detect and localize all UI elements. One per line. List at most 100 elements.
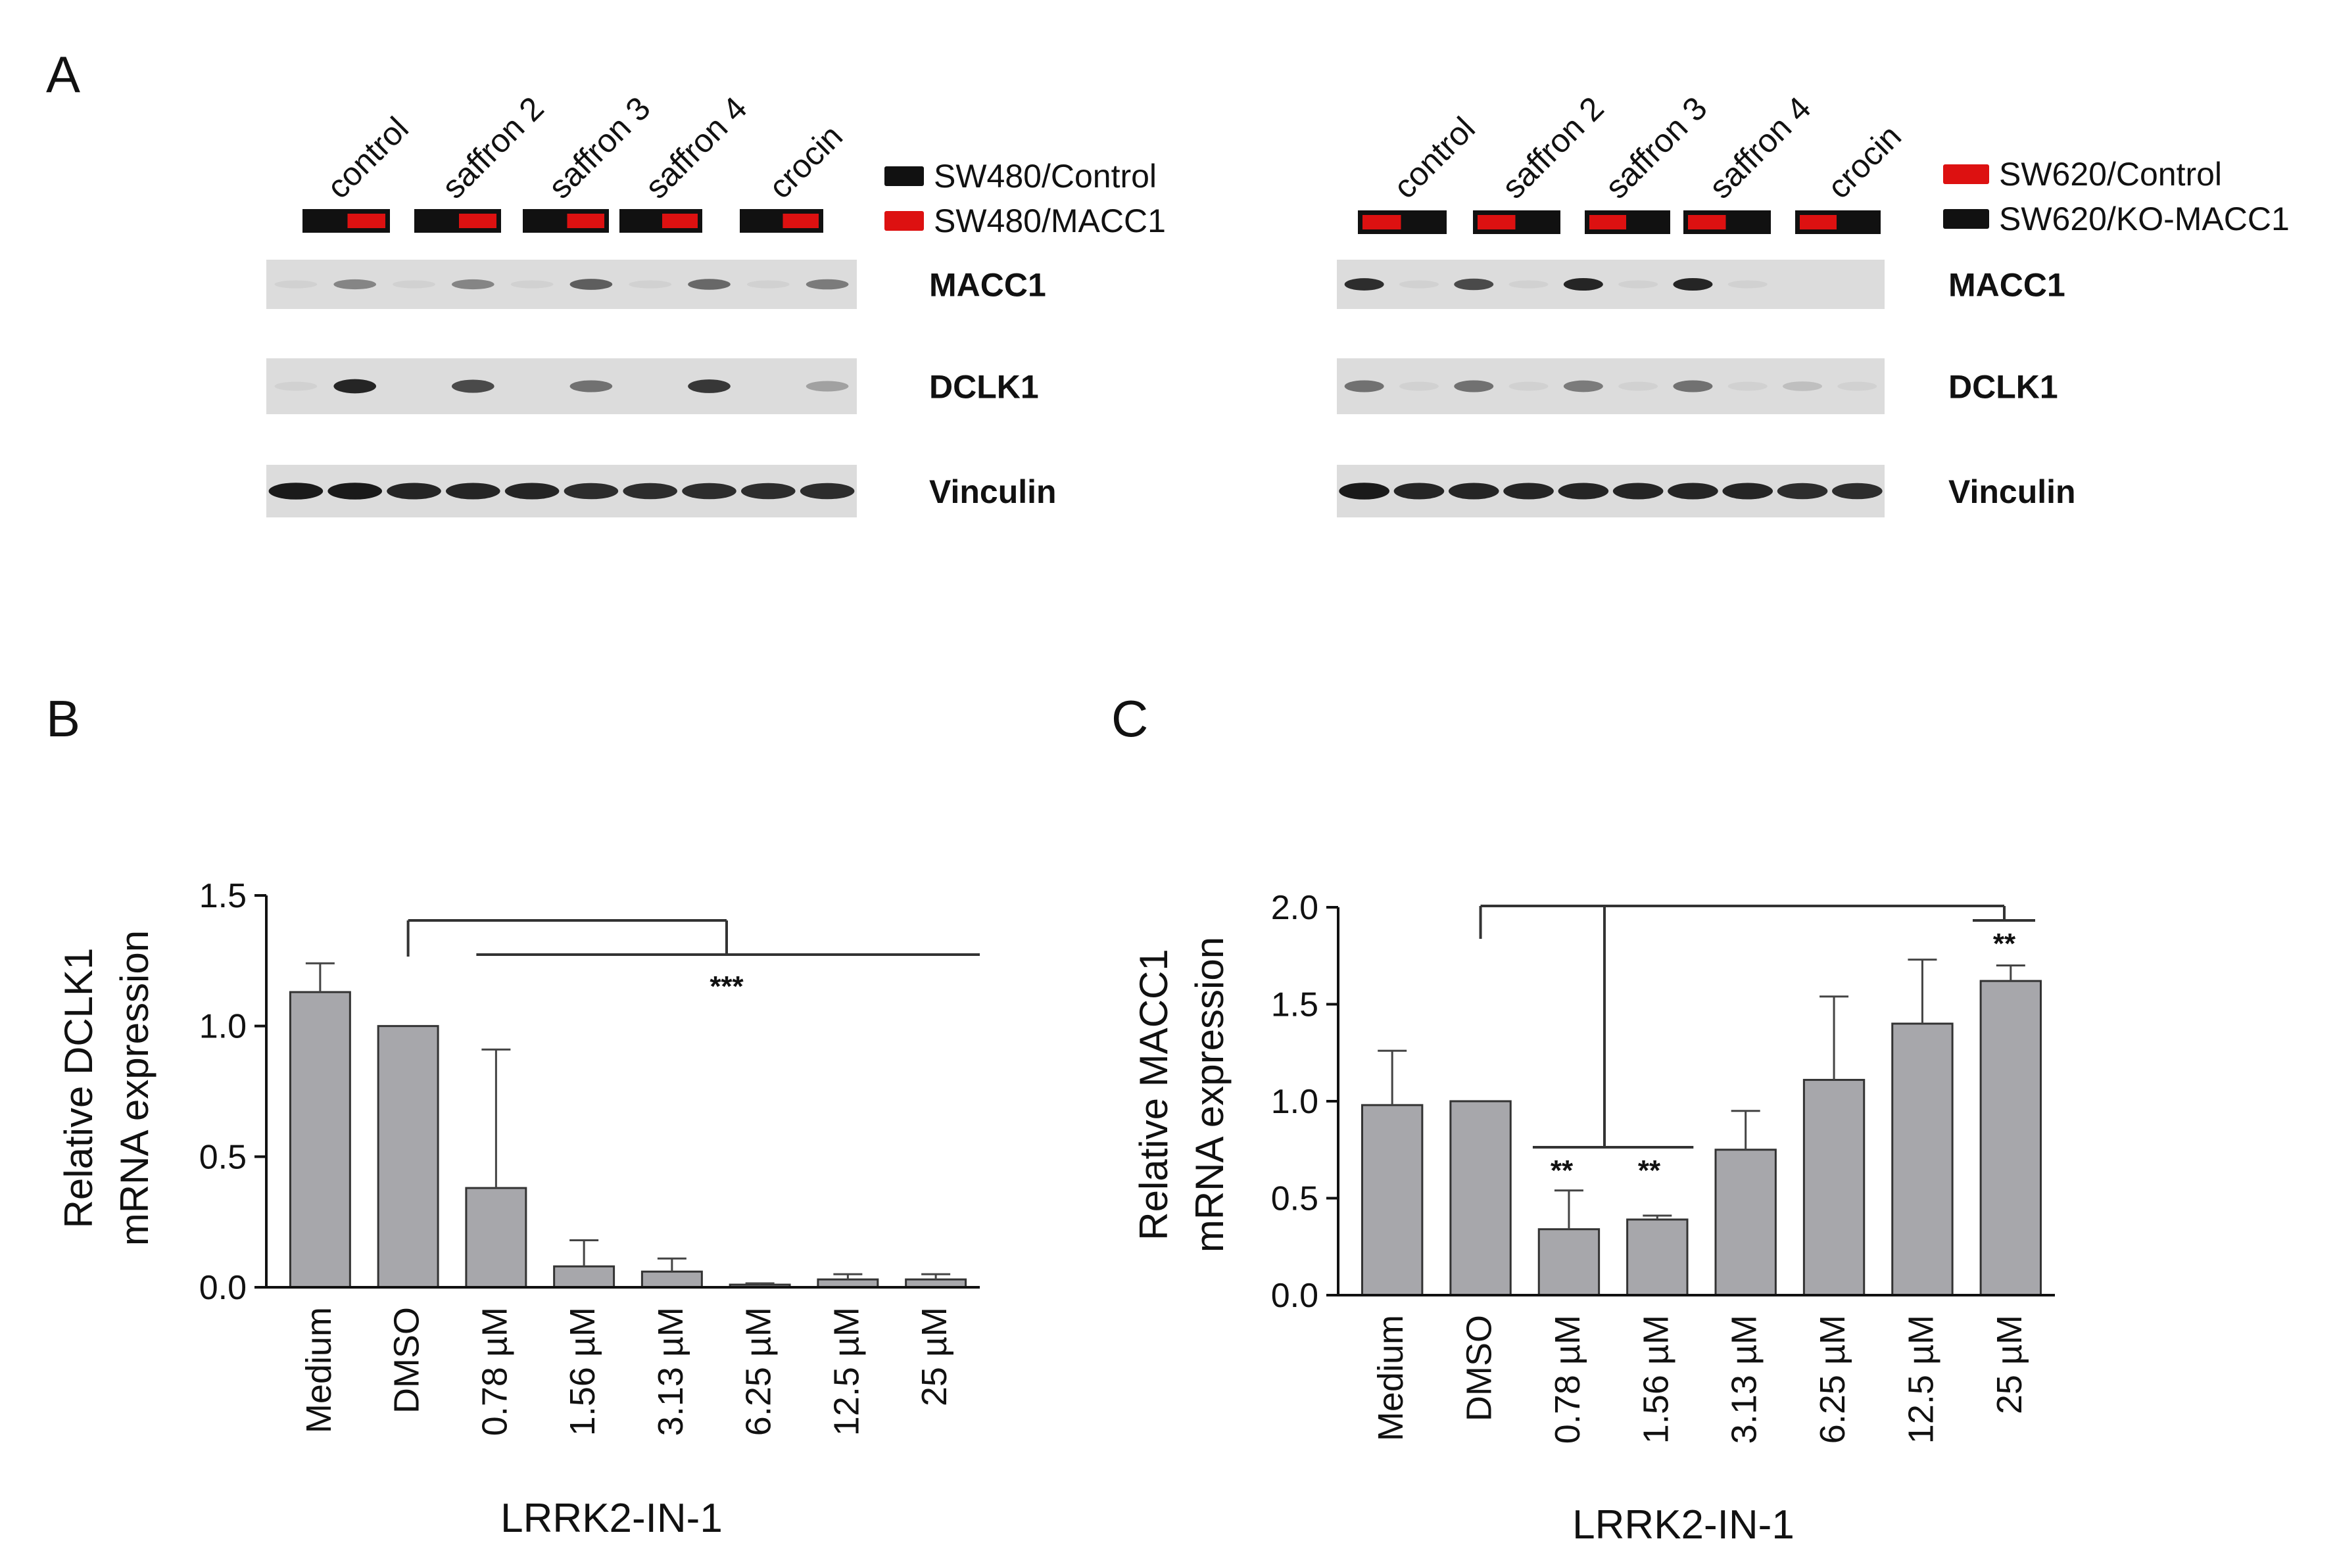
band — [1668, 483, 1718, 500]
legend-swatch-sw620-control — [1943, 164, 1989, 184]
x-category-label: DMSO — [1460, 1315, 1499, 1421]
bar — [553, 1265, 615, 1289]
band — [623, 483, 678, 500]
band — [333, 279, 377, 290]
axes — [265, 895, 980, 1289]
y-tick-label: 1.5 — [1271, 986, 1318, 1024]
band — [1837, 381, 1877, 391]
lane-label: control — [320, 110, 416, 206]
significance-label: *** — [710, 970, 744, 1003]
bar — [1537, 1228, 1601, 1296]
lane-markers — [1358, 210, 1881, 234]
legend-label-sw480-macc1: SW480/MACC1 — [934, 202, 1166, 239]
band — [451, 279, 494, 290]
legend: SW620/Control SW620/KO-MACC1 — [1943, 156, 2290, 237]
x-category-label: 3.13 µM — [651, 1307, 690, 1436]
blot-strip-dclk1 — [1337, 358, 1885, 414]
band — [451, 379, 494, 393]
y-axis-ticks: 0.0 0.5 1.0 1.5 — [199, 877, 266, 1307]
band — [1673, 277, 1713, 291]
significance-label: ** — [1638, 1154, 1661, 1187]
band — [1508, 280, 1549, 289]
y-tick-label: 1.0 — [199, 1008, 247, 1046]
blot-strip-vinculin — [266, 465, 857, 517]
band — [1558, 483, 1609, 500]
lane-marker-red — [1589, 215, 1626, 229]
lane-marker — [302, 209, 390, 233]
lane-label: saffron 2 — [435, 89, 551, 206]
x-category-label: 1.56 µM — [563, 1307, 602, 1436]
band — [1727, 280, 1768, 289]
x-category-label: 3.13 µM — [1725, 1315, 1764, 1444]
bar-chart-macc1: 0.0 0.5 1.0 1.5 2.0 Medium DMSO 0.78 µM 1.56 µM… — [1132, 889, 2055, 1548]
blot-strip-macc1 — [266, 260, 857, 309]
bar — [1802, 1079, 1866, 1296]
band — [564, 483, 619, 500]
x-axis-categories: Medium DMSO 0.78 µM 1.56 µM 3.13 µM 6.25 µM 12… — [1371, 1315, 2029, 1444]
lane-marker — [414, 209, 501, 233]
significance-label: ** — [1993, 928, 2016, 960]
legend-label-sw620-ko: SW620/KO-MACC1 — [1999, 201, 2290, 237]
lane-label: crocin — [1820, 118, 1908, 206]
significance-brackets — [1479, 905, 2035, 1149]
band — [274, 381, 318, 391]
protein-label: Vinculin — [929, 473, 1057, 510]
protein-labels: MACC1 DCLK1 Vinculin — [929, 267, 1057, 511]
y-tick-label: 0.0 — [199, 1269, 247, 1307]
x-category-label: 1.56 µM — [1636, 1315, 1675, 1444]
bar — [1361, 1104, 1424, 1296]
band — [1344, 380, 1384, 392]
x-axis-title: LRRK2-IN-1 — [500, 1496, 723, 1541]
blot-strips — [1337, 260, 1885, 517]
y-axis-ticks: 0.0 0.5 1.0 1.5 2.0 — [1271, 889, 1338, 1315]
blot-strip-vinculin — [1337, 465, 1885, 517]
lane-label: saffron 3 — [541, 89, 658, 206]
band — [1399, 381, 1439, 391]
bar — [465, 1187, 527, 1289]
protein-label: DCLK1 — [929, 369, 1039, 406]
lane-label: saffron 2 — [1495, 89, 1611, 206]
lane-marker-red — [1362, 215, 1401, 229]
y-axis-title-line1: Relative MACC1 — [1132, 949, 1176, 1240]
band — [1454, 278, 1494, 291]
lane-marker — [1683, 210, 1771, 234]
band — [327, 483, 383, 500]
panel-c-letter: C — [1111, 690, 1148, 748]
blot-strip-background — [266, 260, 857, 309]
x-category-label: Medium — [1371, 1315, 1410, 1441]
lane-marker — [1585, 210, 1670, 234]
panel-a-letter: A — [46, 45, 80, 103]
error-bars — [305, 962, 951, 1285]
y-tick-label: 2.0 — [1271, 889, 1318, 927]
lane-label: saffron 4 — [638, 89, 754, 206]
lane-label: saffron 3 — [1598, 89, 1714, 206]
legend-swatch-sw620-ko — [1943, 209, 1989, 229]
lane-marker-red — [783, 214, 819, 228]
bars — [1361, 980, 2042, 1296]
protein-label: DCLK1 — [1948, 369, 2058, 406]
lane-marker-red — [1688, 215, 1726, 229]
bar — [1626, 1218, 1689, 1296]
band — [740, 483, 796, 500]
band — [1618, 280, 1658, 289]
bar — [1714, 1149, 1777, 1296]
lane-label: crocin — [761, 118, 850, 206]
band — [569, 380, 613, 392]
legend-label-sw480-control: SW480/Control — [934, 158, 1157, 195]
lane-marker-red — [459, 214, 496, 228]
band — [1399, 280, 1439, 289]
y-tick-label: 0.5 — [199, 1138, 247, 1176]
band — [746, 280, 790, 289]
band — [1832, 483, 1883, 500]
bar — [1891, 1022, 1954, 1296]
band — [1563, 277, 1603, 291]
band — [806, 279, 849, 290]
bar-chart-dclk1: 0.0 0.5 1.0 1.5 Medium DMSO 0.78 µM 1.56 µM 3.1… — [57, 877, 980, 1541]
band — [629, 280, 672, 289]
band — [688, 279, 731, 290]
band — [393, 280, 435, 289]
band — [504, 483, 560, 500]
significance-brackets — [406, 919, 980, 957]
